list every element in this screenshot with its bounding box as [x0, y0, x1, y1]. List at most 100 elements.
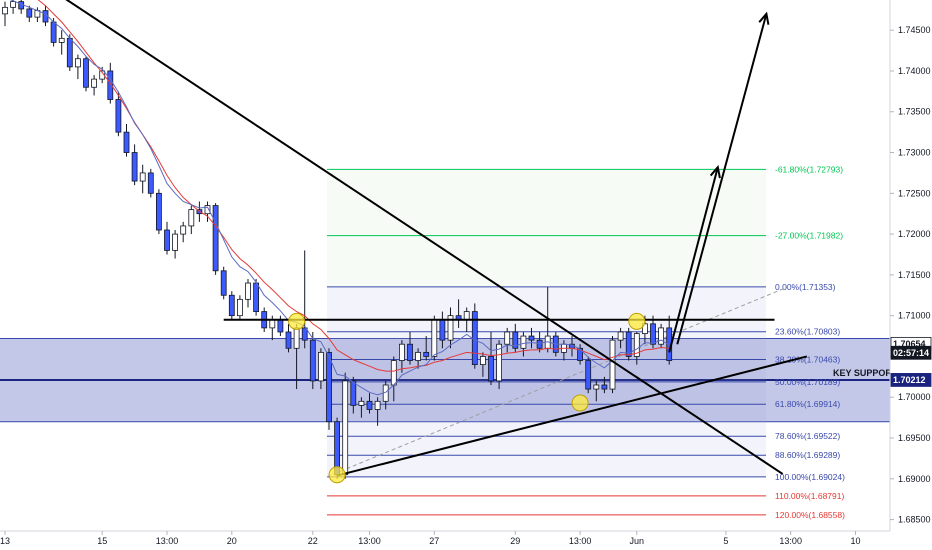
fib-level-label: 78.60%(1.69522) [775, 431, 840, 441]
price-tick-label: 1.74500 [898, 25, 931, 35]
candle-up [172, 233, 179, 251]
time-tick-label: 20 [227, 536, 237, 546]
price-tick-label: 1.68500 [898, 515, 931, 525]
candle-up [658, 327, 664, 345]
candle-up [358, 400, 365, 406]
candle-down [366, 400, 373, 410]
candle-up [496, 343, 503, 382]
time-tick-label: 13:00 [569, 536, 592, 546]
time-tick-label: 27 [429, 536, 439, 546]
candle-down [301, 327, 308, 341]
moving-average-red [37, 0, 670, 372]
price-tick-label: 1.71000 [898, 311, 931, 321]
candle-up [463, 311, 470, 321]
time-tick-label: 13:00 [358, 536, 381, 546]
candle-up [293, 327, 300, 349]
candle-down [407, 343, 413, 361]
price-tag-label: 1.70212 [893, 375, 926, 385]
drawings [65, 0, 808, 484]
price-tick-label: 1.73000 [898, 148, 931, 158]
candle-up [593, 384, 600, 390]
price-tag-label: 02:57:14 [893, 348, 929, 358]
candle-down [625, 331, 632, 357]
candle-down [228, 294, 235, 317]
candle-up [188, 209, 195, 227]
candle-down [577, 347, 583, 361]
fib-level-label: 23.60%(1.70803) [775, 327, 840, 337]
time-tick-label: 13:00 [779, 536, 802, 546]
fib-level-label: -61.80%(1.72793) [775, 164, 843, 174]
fib-extension-fill [327, 169, 766, 287]
fib-diagonal [326, 286, 789, 478]
candle-down [212, 205, 219, 272]
candle-down [350, 380, 357, 406]
candle-up [99, 70, 106, 80]
candle-up [269, 319, 276, 329]
candle-up [236, 298, 243, 317]
fibonacci-retracement: -61.80%(1.72793) -27.00%(1.71982) 0.00%(1.… [326, 164, 845, 520]
candles [2, 0, 673, 479]
candle-down [253, 282, 260, 312]
fib-level-label: 61.80%(1.69914) [775, 399, 840, 409]
candle-down [164, 229, 170, 251]
time-tick-label: 15 [97, 536, 107, 546]
price-tick-label: 1.72500 [898, 188, 931, 198]
candle-up [317, 351, 324, 382]
highlight-circle [571, 394, 589, 412]
time-tick-label: 10 [850, 536, 860, 546]
candle-down [83, 58, 89, 88]
candle-up [609, 339, 616, 390]
candle-down [512, 331, 519, 349]
price-tick-label: 1.72000 [898, 229, 931, 239]
projection-arrow [676, 13, 768, 345]
candle-down [131, 152, 138, 182]
candle-up [447, 315, 454, 341]
time-tick-label: 13 [0, 536, 10, 546]
price-tick-label: 1.70000 [898, 392, 931, 402]
candle-down [26, 8, 33, 18]
candle-down [601, 384, 608, 390]
price-tick-label: 1.69000 [898, 474, 931, 484]
time-axis-bg [0, 531, 932, 550]
candle-up [58, 37, 65, 43]
candle-down [650, 323, 656, 345]
price-tag-box [890, 373, 932, 387]
projection-arrow-head [709, 164, 721, 179]
candle-down [155, 192, 162, 231]
candle-up [415, 351, 422, 361]
candle-down [439, 319, 446, 341]
candle-up [91, 78, 97, 88]
candle-down [423, 351, 430, 357]
price-tick-label: 1.74000 [898, 66, 931, 76]
moving-averages [9, 0, 670, 396]
price-tick-label: 1.71500 [898, 270, 931, 280]
key-support-zone: KEY SUPPORT [0, 338, 898, 423]
candle-down [220, 270, 227, 296]
fib-level-label: -27.00%(1.71982) [775, 231, 843, 241]
fib-level-label: 50.00%(1.70189) [775, 377, 840, 387]
highlight-circle [328, 466, 346, 484]
candle-down [50, 21, 57, 43]
price-axis-bg [890, 0, 932, 550]
fib-level-label: 0.00%(1.71353) [775, 282, 836, 292]
candle-up [204, 205, 211, 215]
candle-up [75, 58, 81, 68]
time-tick-label: 5 [723, 536, 728, 546]
moving-average-blue [9, 0, 670, 396]
candle-down [309, 339, 316, 382]
time-tick-label: Jun [630, 536, 645, 546]
candle-up [10, 1, 17, 8]
price-tag-label: 1.70654 [893, 339, 926, 349]
fib-level-label: 110.00%(1.68791) [775, 491, 844, 501]
key-support-label: KEY SUPPORT [833, 368, 898, 378]
candle-down [285, 331, 292, 349]
candle-down [326, 351, 332, 423]
highlight-circle [288, 312, 306, 330]
candle-up [139, 172, 146, 182]
fib-level-label: 120.00%(1.68558) [775, 510, 845, 520]
projection-arrow [668, 166, 719, 353]
price-tick-label: 1.69500 [898, 433, 931, 443]
